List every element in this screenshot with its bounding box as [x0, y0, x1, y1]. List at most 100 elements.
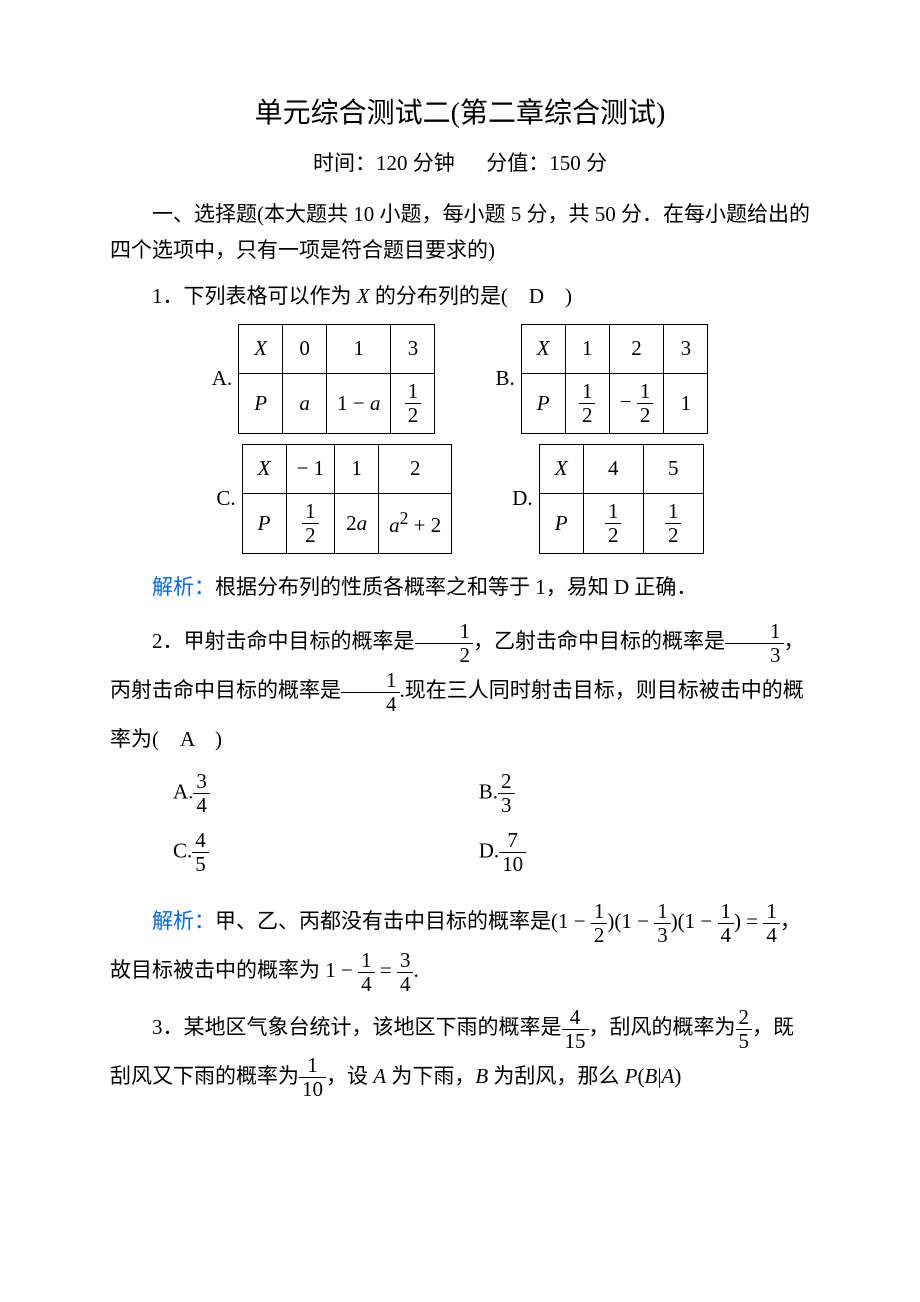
q1-B-label: B. — [495, 361, 514, 397]
den: 2 — [605, 524, 622, 547]
q2-options: A.34 B.23 C.45 D.710 — [110, 770, 810, 888]
cell: X — [239, 325, 283, 374]
cell: X — [539, 445, 583, 494]
txt: 甲、乙、丙都没有击中目标的概率是(1 − — [215, 909, 591, 933]
time-label: 时间：120 分钟 — [313, 151, 455, 175]
den: 2 — [579, 404, 596, 427]
cell: 2 — [609, 325, 664, 374]
cell: 12 — [565, 374, 609, 434]
q1-analysis: 解析：根据分布列的性质各概率之和等于 1，易知 D 正确． — [110, 564, 810, 610]
cell: 1 — [327, 325, 391, 374]
var-B2: B — [644, 1064, 657, 1088]
analysis-label: 解析： — [152, 575, 215, 599]
num: 1 — [725, 620, 784, 644]
txt: 3．某地区气象台统计，该地区下雨的概率是 — [152, 1015, 562, 1039]
txt: = — [375, 958, 397, 982]
q1-stem: 1．下列表格可以作为 X 的分布列的是( D ) — [110, 279, 810, 315]
cell: 2a — [335, 493, 379, 553]
var: a — [357, 511, 368, 535]
var: a — [370, 391, 381, 415]
den: 2 — [637, 404, 654, 427]
cell: 1 — [664, 374, 708, 434]
den: 2 — [665, 524, 682, 547]
q1-B-table: X 1 2 3 P 12 − 12 1 — [521, 324, 709, 434]
cell: P — [539, 493, 583, 553]
lbl: A. — [173, 779, 193, 803]
cell: 4 — [583, 445, 643, 494]
txt: ，乙射击命中目标的概率是 — [473, 629, 725, 653]
q2-stem: 2．甲射击命中目标的概率是12，乙射击命中目标的概率是13，丙射击命中目标的概率… — [110, 618, 810, 762]
q1-A-table: X 0 1 3 P a 1 − a 12 — [238, 324, 435, 434]
txt: )(1 − — [607, 909, 654, 933]
cell: 3 — [664, 325, 708, 374]
cell: 1 − a — [327, 374, 391, 434]
num: 1 — [665, 500, 682, 524]
num: 1 — [637, 380, 654, 404]
q2-opt-A: A.34 — [173, 770, 479, 817]
q2-analysis: 解析：甲、乙、丙都没有击中目标的概率是(1 − 12)(1 − 13)(1 − … — [110, 898, 810, 996]
cell: P — [239, 374, 283, 434]
cell: P — [242, 493, 286, 553]
den: 4 — [358, 973, 375, 996]
cell: X — [521, 325, 565, 374]
num: 1 — [299, 1054, 326, 1078]
txt: 2．甲射击命中目标的概率是 — [152, 629, 415, 653]
q2-opt-C: C.45 — [173, 829, 479, 876]
num: 1 — [605, 500, 622, 524]
num: 4 — [562, 1006, 589, 1030]
txt: − — [620, 389, 637, 413]
den: 4 — [763, 924, 780, 947]
q1-stem-var: X — [357, 284, 370, 308]
num: 1 — [763, 900, 780, 924]
txt: )(1 − — [671, 909, 718, 933]
den: 3 — [654, 924, 671, 947]
lbl: D. — [479, 839, 499, 863]
var: a — [389, 513, 400, 537]
num: 1 — [302, 500, 319, 524]
den: 2 — [591, 924, 608, 947]
q2-opt-B: B.23 — [479, 770, 785, 817]
txt: + 2 — [408, 513, 441, 537]
num: 7 — [499, 829, 526, 853]
q1-A-label: A. — [212, 361, 232, 397]
den: 10 — [499, 853, 526, 876]
num: 4 — [192, 829, 209, 853]
num: 2 — [498, 770, 515, 794]
q1-tables-row2: C. X − 1 1 2 P 12 2a a2 + 2 D. X 4 5 — [110, 444, 810, 554]
den: 5 — [736, 1030, 753, 1053]
num: 1 — [591, 900, 608, 924]
num: 3 — [397, 949, 414, 973]
q1-option-C: C. X − 1 1 2 P 12 2a a2 + 2 — [216, 444, 452, 554]
den: 3 — [725, 644, 784, 667]
cell: − 1 — [286, 445, 335, 494]
num: 1 — [654, 900, 671, 924]
lbl: C. — [173, 839, 192, 863]
q1-D-table: X 4 5 P 12 12 — [539, 444, 704, 554]
cell: 12 — [286, 493, 335, 553]
den: 4 — [397, 973, 414, 996]
cell: 0 — [283, 325, 327, 374]
q3-stem: 3．某地区气象台统计，该地区下雨的概率是415，刮风的概率为25，既刮风又下雨的… — [110, 1004, 810, 1102]
score-label: 分值：150 分 — [486, 151, 607, 175]
cell: X — [242, 445, 286, 494]
q2-opt-D: D.710 — [479, 829, 785, 876]
txt: . — [413, 958, 418, 982]
den: 2 — [405, 404, 422, 427]
cell: a2 + 2 — [379, 493, 452, 553]
den: 10 — [299, 1078, 326, 1101]
cell: − 12 — [609, 374, 664, 434]
txt: ) = — [734, 909, 763, 933]
q1-tables-row1: A. X 0 1 3 P a 1 − a 12 B. X 1 2 3 — [110, 324, 810, 434]
q1-option-A: A. X 0 1 3 P a 1 − a 12 — [212, 324, 436, 434]
den: 4 — [718, 924, 735, 947]
txt: ，刮风的概率为 — [589, 1015, 736, 1039]
var-P: P — [625, 1064, 638, 1088]
page-subtitle: 时间：120 分钟 分值：150 分 — [110, 146, 810, 182]
cell: 12 — [643, 493, 703, 553]
cell: 5 — [643, 445, 703, 494]
txt: 为下雨， — [386, 1064, 475, 1088]
num: 2 — [736, 1006, 753, 1030]
lbl: B. — [479, 779, 498, 803]
cell: 2 — [379, 445, 452, 494]
cell: 1 — [335, 445, 379, 494]
